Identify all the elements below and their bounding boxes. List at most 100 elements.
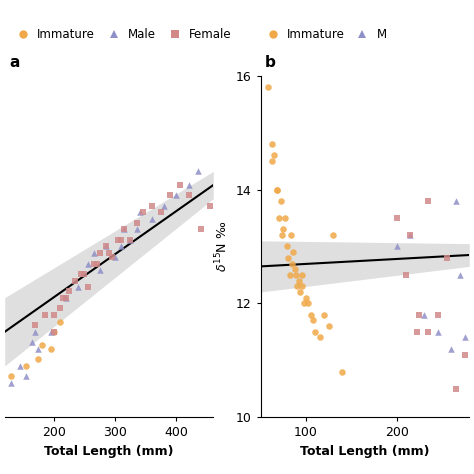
Point [310,317,317,324]
Point [139,209,146,216]
Point [287,231,294,239]
Point [273,186,281,193]
Point [127,236,134,244]
Point [16,362,24,370]
Point [65,287,73,295]
Point [72,277,79,284]
Point [47,345,55,353]
Point [74,283,82,291]
Point [90,249,98,257]
Point [148,215,156,223]
Point [22,362,30,370]
Point [289,260,296,267]
Point [136,209,144,216]
Point [456,271,464,279]
X-axis label: Total Length (mm): Total Length (mm) [300,445,430,458]
Point [447,345,455,353]
Point [62,294,70,301]
Text: a: a [9,55,19,70]
Point [148,202,156,210]
Point [133,219,140,227]
Point [284,254,292,262]
Point [32,328,39,336]
Point [173,191,180,199]
Point [275,214,283,222]
Point [32,321,39,329]
Point [280,226,287,233]
Point [56,304,64,312]
Point [461,334,468,341]
Point [295,277,302,284]
Legend: Immature, M: Immature, M [256,24,392,46]
Point [96,266,104,274]
Point [41,311,48,319]
Point [111,253,119,261]
Legend: Immature, Male, Female: Immature, Male, Female [7,24,237,46]
Point [160,202,168,210]
Point [286,271,293,279]
Point [102,243,110,250]
Point [434,328,441,336]
Point [185,181,192,189]
Point [271,152,278,159]
Point [50,328,58,336]
Point [7,373,15,380]
Point [292,271,300,279]
Point [443,254,450,262]
Point [105,249,113,257]
Point [185,191,192,199]
Point [296,288,303,296]
Point [290,248,297,256]
Point [197,226,205,233]
Point [102,243,110,250]
Point [114,236,122,244]
Point [157,209,165,216]
Point [293,283,301,290]
Point [78,270,85,278]
Point [194,168,202,175]
Point [120,226,128,233]
Point [461,351,468,358]
Point [420,311,428,319]
Point [127,236,134,244]
Point [407,231,414,239]
Point [298,283,305,290]
Point [84,283,91,291]
Point [207,202,214,210]
Point [283,243,291,250]
Point [269,157,276,165]
Point [81,270,88,278]
Point [393,243,401,250]
Point [93,260,100,267]
Point [407,231,414,239]
Point [329,231,337,239]
Point [402,271,410,279]
Point [304,300,311,307]
Point [35,356,42,363]
Point [90,260,98,267]
Point [133,226,140,233]
Point [47,328,55,336]
Point [338,368,346,375]
Point [278,231,285,239]
Point [50,328,58,336]
Point [166,191,174,199]
Point [264,83,272,91]
Point [452,197,459,205]
Point [62,294,70,301]
X-axis label: Total Length (mm): Total Length (mm) [44,445,174,458]
Point [7,379,15,387]
Point [282,214,289,222]
Point [35,345,42,353]
Point [307,311,314,319]
Point [38,342,46,349]
Point [425,197,432,205]
Point [108,253,116,261]
Point [268,140,275,148]
Point [320,311,328,319]
Y-axis label: $\delta^{15}$N ‰: $\delta^{15}$N ‰ [214,221,230,272]
Point [292,265,299,273]
Point [302,294,310,301]
Point [28,338,36,346]
Point [316,334,323,341]
